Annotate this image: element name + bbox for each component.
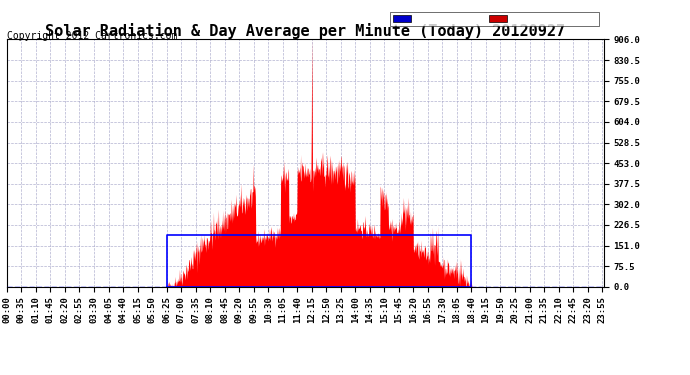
Text: Copyright 2012 Cartronics.com: Copyright 2012 Cartronics.com [7,32,177,41]
Legend: Median (W/m2), Radiation (W/m2): Median (W/m2), Radiation (W/m2) [390,12,599,26]
Title: Solar Radiation & Day Average per Minute (Today) 20120927: Solar Radiation & Day Average per Minute… [46,23,565,39]
